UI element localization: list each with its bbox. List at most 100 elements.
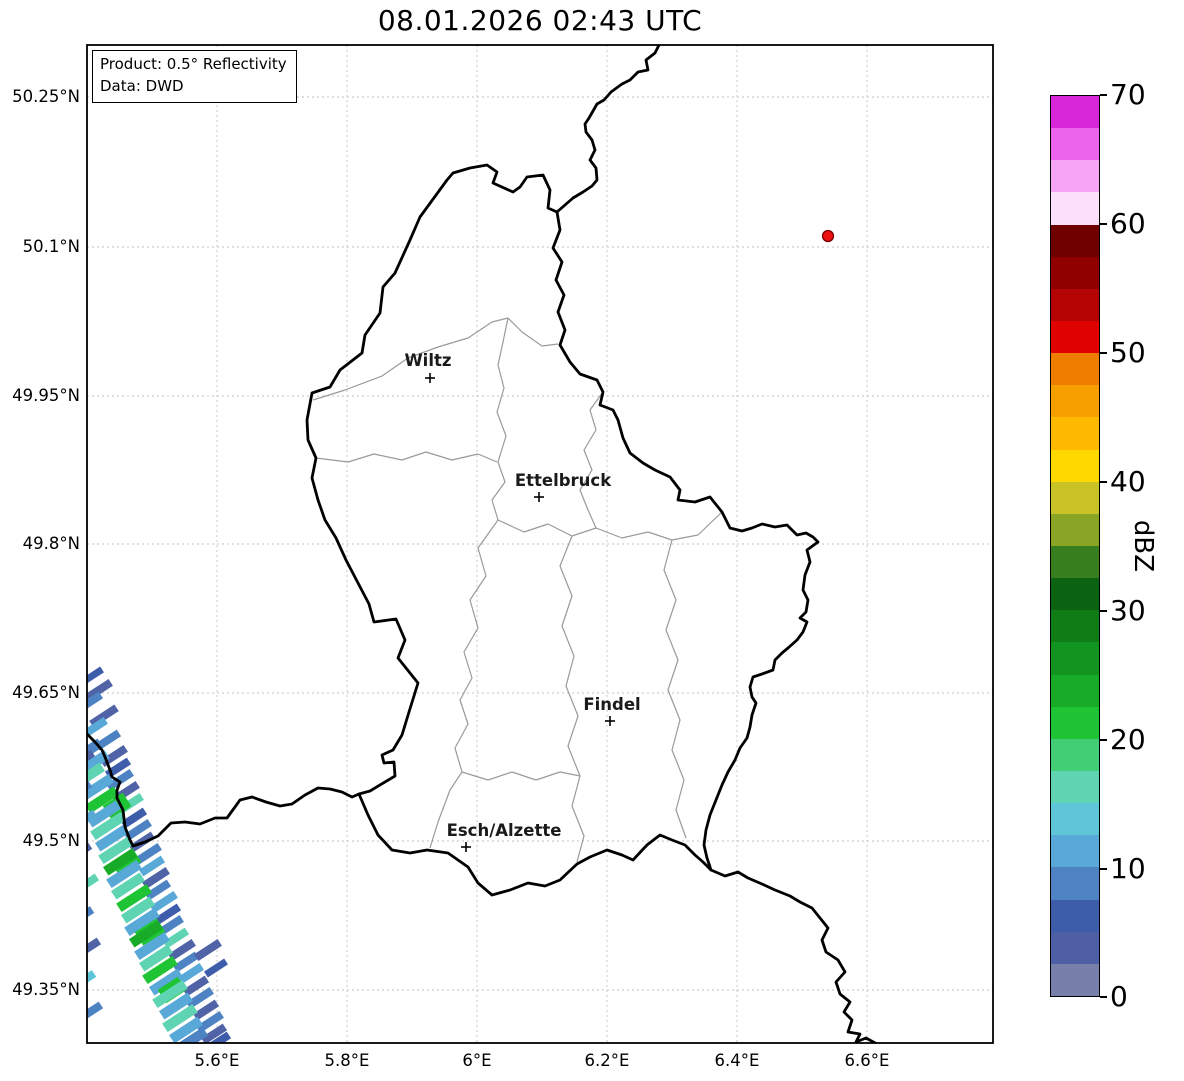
- echo-cell: [162, 927, 190, 949]
- canton-borders: [312, 317, 723, 863]
- echo-cell: [204, 958, 228, 978]
- radar-echo-layer: [87, 666, 232, 1043]
- echo-cell: [200, 1023, 228, 1043]
- echo-cell: [98, 836, 134, 864]
- colorbar-tick-mark: [1100, 352, 1107, 354]
- echo-cell: [95, 824, 129, 852]
- echo-cell: [162, 1004, 198, 1032]
- colorbar-segment: [1051, 385, 1099, 418]
- city-ettelbruck: Ettelbruck: [515, 471, 612, 502]
- colorbar-tick-mark: [1100, 996, 1107, 998]
- page-title: 08.01.2026 02:43 UTC: [377, 4, 703, 37]
- colorbar-segment: [1051, 256, 1099, 289]
- colorbar-tick-label: 10: [1110, 852, 1146, 885]
- colorbar-segment: [1051, 899, 1099, 932]
- lat-tick-label: 50.1°N: [22, 237, 80, 256]
- echo-cell: [87, 786, 119, 814]
- france-germany-border: [709, 868, 878, 1043]
- colorbar-segment: [1051, 738, 1099, 771]
- plot-frame: [86, 44, 994, 1044]
- echo-cell: [150, 891, 178, 913]
- echo-cell: [120, 807, 148, 829]
- city-label: Ettelbruck: [515, 471, 612, 490]
- echo-cell: [124, 908, 160, 936]
- canton-border: [312, 317, 559, 401]
- product-line: Product: 0.5° Reflectivity: [100, 55, 287, 73]
- echo-cell: [87, 750, 110, 778]
- echo-cell: [87, 809, 98, 831]
- colorbar-tick-label: 30: [1110, 594, 1146, 627]
- colorbar-segment: [1051, 642, 1099, 675]
- city-label: Esch/Alzette: [447, 821, 562, 840]
- colorbar-tick-mark: [1100, 223, 1107, 225]
- city-layer: Wiltz Ettelbruck Findel Esch/Alzette: [404, 351, 641, 852]
- echo-cell: [90, 812, 126, 840]
- colorbar-segment: [1051, 835, 1099, 868]
- luxembourg-border: [305, 163, 820, 897]
- echo-cell: [134, 932, 170, 960]
- echo-cell: [144, 879, 172, 901]
- echo-cell: [192, 999, 220, 1021]
- colorbar-tick-label: 0: [1110, 980, 1128, 1013]
- echo-cell: [87, 873, 100, 895]
- colorbar-segment: [1051, 963, 1099, 996]
- colorbar-segment: [1051, 770, 1099, 804]
- colorbar-segment: [1051, 353, 1099, 386]
- canton-border: [579, 391, 604, 529]
- colorbar-tick-label: 60: [1110, 207, 1146, 240]
- radar-site-dot: [821, 229, 835, 243]
- colorbar-segment: [1051, 931, 1099, 964]
- echo-cell: [106, 860, 142, 888]
- echo-cell: [186, 987, 214, 1009]
- canton-border: [491, 317, 509, 521]
- reflectivity-colorbar: [1050, 95, 1100, 997]
- lat-tick-label: 49.35°N: [12, 980, 80, 999]
- colorbar-segment: [1051, 288, 1099, 321]
- echo-cell: [139, 944, 173, 972]
- echo-cell: [106, 769, 134, 791]
- lat-tick-label: 49.8°N: [22, 534, 80, 553]
- colorbar-segment: [1051, 224, 1099, 257]
- echo-cell: [87, 937, 102, 959]
- colorbar-segment: [1051, 481, 1099, 514]
- echo-cell: [87, 906, 95, 926]
- echo-cell: [134, 843, 162, 865]
- echo-cell: [129, 920, 163, 948]
- echo-cell: [87, 800, 121, 828]
- lon-tick-label: 6.2°E: [584, 1051, 630, 1070]
- colorbar-tick-mark: [1100, 94, 1107, 96]
- lon-tick-label: 5.8°E: [324, 1051, 370, 1070]
- colorbar-tick-label: 50: [1110, 336, 1146, 369]
- echo-cell: [142, 867, 170, 889]
- echo-cell: [176, 963, 204, 985]
- echo-cell: [149, 968, 183, 996]
- colorbar-segment: [1051, 320, 1099, 354]
- colorbar-segment: [1051, 96, 1099, 129]
- colorbar-segment: [1051, 610, 1099, 643]
- echo-cell: [194, 939, 222, 961]
- colorbar-segment: [1051, 417, 1099, 450]
- echo-cell: [196, 1011, 224, 1033]
- colorbar-tick-label: 70: [1110, 78, 1146, 111]
- colorbar-segment: [1051, 706, 1099, 739]
- echo-cell: [87, 749, 96, 771]
- echo-cell: [87, 762, 105, 790]
- colorbar-tick-label: 40: [1110, 465, 1146, 498]
- echo-cell: [87, 1001, 104, 1023]
- colorbar-segment: [1051, 803, 1099, 836]
- echo-cell: [204, 1031, 232, 1043]
- colorbar-tick-mark: [1100, 610, 1107, 612]
- colorbar-segment: [1051, 674, 1099, 707]
- echo-cell: [116, 884, 152, 912]
- colorbar-segment: [1051, 545, 1099, 579]
- echo-cell: [103, 848, 137, 876]
- canton-border: [663, 539, 687, 839]
- echo-cell: [152, 980, 188, 1008]
- colorbar-tick-mark: [1100, 481, 1107, 483]
- city-label: Findel: [583, 695, 640, 714]
- city-findel: Findel: [583, 695, 641, 726]
- echo-cell: [124, 819, 152, 841]
- canton-border: [559, 535, 585, 863]
